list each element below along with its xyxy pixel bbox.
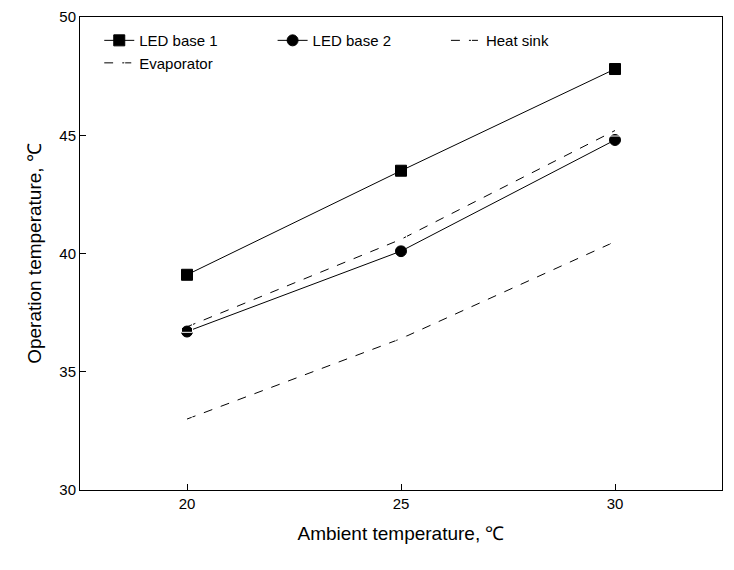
svg-text:Operation temperature, ℃: Operation temperature, ℃ [24, 143, 45, 364]
svg-text:25: 25 [393, 495, 410, 512]
svg-text:40: 40 [59, 245, 76, 262]
svg-text:LED base 2: LED base 2 [313, 32, 391, 49]
svg-text:Evaporator: Evaporator [139, 55, 212, 72]
svg-text:20: 20 [179, 495, 196, 512]
svg-text:Ambient temperature, ℃: Ambient temperature, ℃ [298, 523, 505, 544]
svg-text:30: 30 [607, 495, 624, 512]
svg-text:LED base 1: LED base 1 [139, 32, 217, 49]
svg-text:30: 30 [59, 481, 76, 498]
svg-text:Heat sink: Heat sink [486, 32, 549, 49]
svg-text:35: 35 [59, 363, 76, 380]
svg-text:45: 45 [59, 127, 76, 144]
svg-text:50: 50 [59, 8, 76, 25]
